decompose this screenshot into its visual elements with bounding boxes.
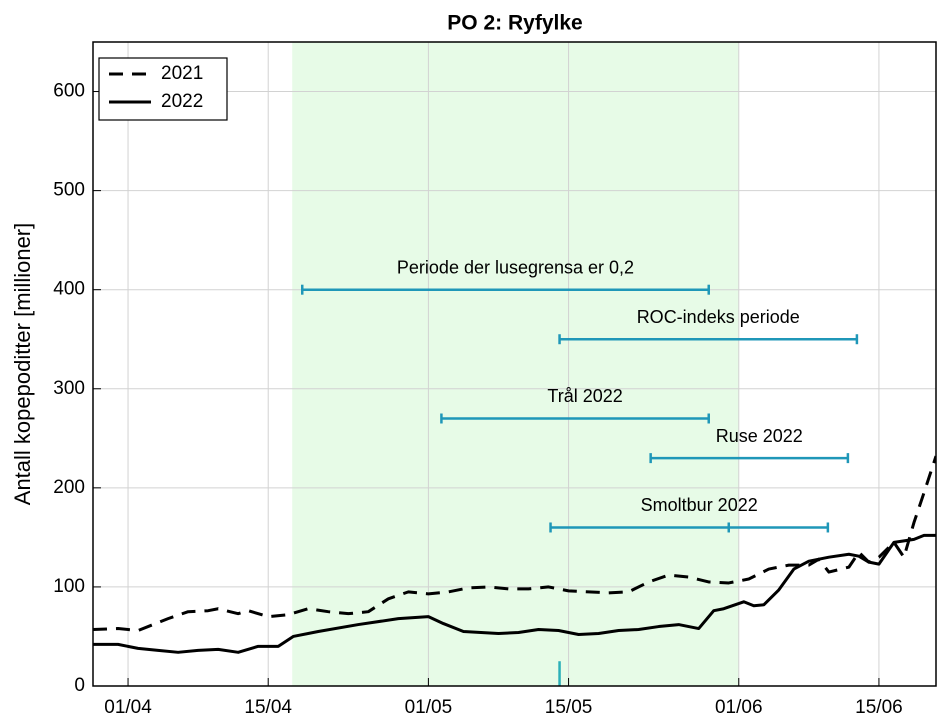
y-axis-label: Antall kopepoditter [millioner] bbox=[10, 223, 35, 505]
y-tick-label: 600 bbox=[53, 81, 85, 102]
x-tick-label: 15/05 bbox=[545, 697, 593, 718]
period-label: Smoltbur 2022 bbox=[641, 495, 758, 515]
x-tick-label: 01/05 bbox=[405, 697, 453, 718]
period-label: Periode der lusegrensa er 0,2 bbox=[397, 257, 634, 277]
y-tick-label: 100 bbox=[53, 576, 85, 597]
period-label: Ruse 2022 bbox=[716, 426, 803, 446]
x-tick-label: 15/06 bbox=[855, 697, 903, 718]
shaded-period bbox=[292, 42, 739, 686]
y-tick-label: 400 bbox=[53, 279, 85, 300]
y-tick-label: 0 bbox=[74, 675, 85, 696]
period-label: ROC-indeks periode bbox=[637, 307, 800, 327]
legend-box bbox=[98, 57, 228, 121]
legend-label: 2021 bbox=[161, 63, 203, 84]
plot-frame bbox=[92, 41, 937, 687]
legend-label: 2022 bbox=[161, 91, 203, 112]
y-tick-label: 200 bbox=[53, 477, 85, 498]
series-line bbox=[93, 455, 936, 633]
x-tick-label: 01/04 bbox=[104, 697, 152, 718]
chart-title: PO 2: Ryfylke bbox=[447, 12, 582, 35]
y-tick-label: 500 bbox=[53, 180, 85, 201]
x-tick-label: 15/04 bbox=[244, 697, 292, 718]
series-line bbox=[93, 533, 936, 654]
period-label: Trål 2022 bbox=[547, 386, 622, 406]
y-tick-label: 300 bbox=[53, 378, 85, 399]
x-tick-label: 01/06 bbox=[715, 697, 763, 718]
